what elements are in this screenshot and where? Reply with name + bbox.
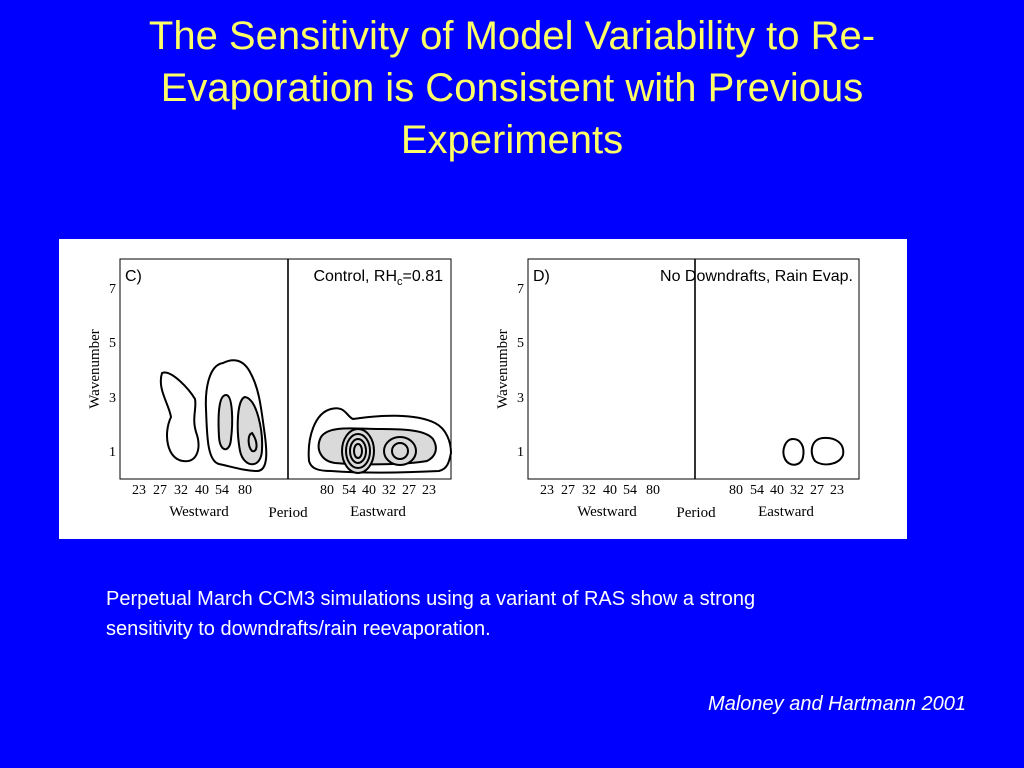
panel-c: C) Control, RHc=0.81 7 5 3 1 Wavenumber …	[87, 258, 453, 521]
panel-c-title: Control, RHc=0.81	[313, 268, 443, 288]
panel-c-xtick-east: 32	[382, 483, 396, 498]
panel-d-xlabel-period: Period	[676, 505, 716, 521]
caption-line: Perpetual March CCM3 simulations using a…	[106, 588, 756, 610]
panel-c-contour-west-mid	[217, 393, 234, 451]
panel-d-xtick-east: 23	[830, 483, 844, 498]
slide-title: The Sensitivity of Model Variability to …	[40, 10, 984, 166]
panel-d-ytick: 1	[517, 445, 524, 460]
panel-d-contour-east-2	[810, 436, 845, 466]
panel-d-xtick-east: 27	[810, 483, 824, 498]
panel-c-contour-west-inner	[236, 395, 264, 466]
panel-d-xtick-west: 23	[540, 483, 554, 498]
citation: Maloney and Hartmann 2001	[708, 693, 966, 715]
panel-c-xlabel-period: Period	[268, 505, 308, 521]
panel-d-ytick: 5	[517, 336, 524, 351]
panel-d-contour-east-1	[782, 437, 805, 466]
panel-c-xlabel-eastward: Eastward	[350, 504, 406, 520]
panel-d-xtick-west: 40	[603, 483, 617, 498]
panel-d-xtick-east: 32	[790, 483, 804, 498]
panel-d-frame	[527, 258, 860, 480]
panel-c-xtick-west: 32	[174, 483, 188, 498]
panel-d-ytick: 3	[517, 391, 524, 406]
panel-c-ytick: 3	[109, 391, 116, 406]
panel-d-xtick-east: 54	[750, 483, 764, 498]
panel-c-xtick-east: 23	[422, 483, 436, 498]
panel-c-xtick-west: 80	[238, 483, 252, 498]
panel-c-xtick-east: 40	[362, 483, 376, 498]
panel-d-label: D)	[533, 268, 550, 285]
panel-c-contour-west-outer	[204, 359, 268, 473]
panel-c-ytick: 7	[109, 282, 116, 297]
panel-d-xlabel-westward: Westward	[577, 504, 637, 520]
panel-c-contour-east-outer	[307, 407, 453, 474]
panel-c-ytick: 1	[109, 445, 116, 460]
panel-d-xtick-east: 40	[770, 483, 784, 498]
title-line: Evaporation is Consistent with Previous	[160, 66, 864, 110]
panel-c-xtick-west: 23	[132, 483, 146, 498]
contour-figure: C) Control, RHc=0.81 7 5 3 1 Wavenumber …	[87, 258, 860, 521]
panel-d-xtick-east: 80	[729, 483, 743, 498]
caption: Perpetual March CCM3 simulations using a…	[106, 584, 966, 644]
panel-c-ylabel: Wavenumber	[87, 329, 103, 409]
panel-c-xtick-west: 27	[153, 483, 167, 498]
panel-d-xtick-west: 32	[582, 483, 596, 498]
panel-c-xtick-east: 80	[320, 483, 334, 498]
panel-c-ytick: 5	[109, 336, 116, 351]
panel-d-xtick-west: 54	[623, 483, 637, 498]
panel-d-ylabel: Wavenumber	[495, 329, 511, 409]
panel-d-xtick-west: 80	[646, 483, 660, 498]
panel-c-contour-west-left	[159, 371, 200, 463]
panel-c-xtick-east: 54	[342, 483, 356, 498]
caption-line: sensitivity to downdrafts/rain reevapora…	[106, 618, 491, 640]
panel-c-contour-east-secondary-2	[391, 442, 409, 460]
panel-d-xtick-west: 27	[561, 483, 575, 498]
title-line: The Sensitivity of Model Variability to …	[148, 14, 876, 58]
panel-c-label: C)	[125, 268, 142, 285]
panel-c-frame	[119, 258, 452, 480]
panel-c-xtick-west: 54	[215, 483, 229, 498]
panel-c-contour-west-core	[247, 431, 258, 453]
figure-panel: C) Control, RHc=0.81 7 5 3 1 Wavenumber …	[59, 239, 907, 539]
panel-c-xlabel-westward: Westward	[169, 504, 229, 520]
title-line: Experiments	[400, 118, 624, 162]
panel-d-title: No Downdrafts, Rain Evap.	[660, 268, 853, 285]
panel-d: D) No Downdrafts, Rain Evap. 7 5 3 1 Wav…	[495, 258, 860, 521]
panel-d-ytick: 7	[517, 282, 524, 297]
panel-c-xtick-west: 40	[195, 483, 209, 498]
panel-d-xlabel-eastward: Eastward	[758, 504, 814, 520]
panel-c-contour-east-peak-4	[353, 443, 363, 459]
panel-c-xtick-east: 27	[402, 483, 416, 498]
panel-c-contour-east-band	[317, 427, 437, 466]
